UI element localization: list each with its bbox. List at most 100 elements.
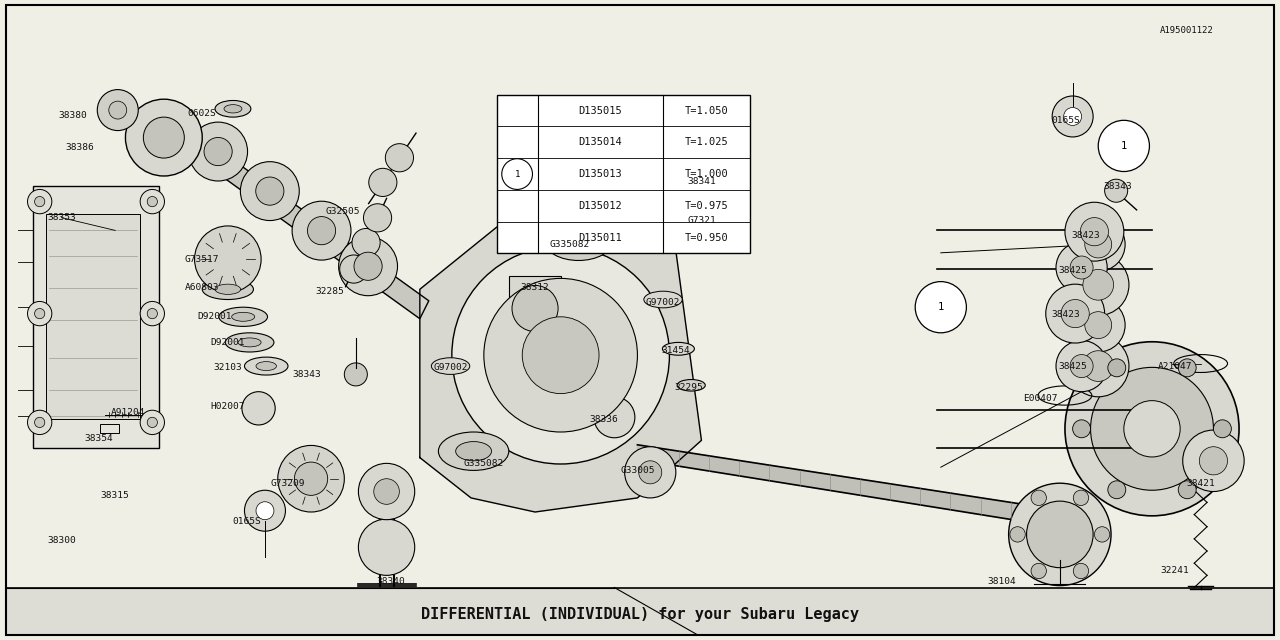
- Circle shape: [358, 519, 415, 575]
- Circle shape: [244, 490, 285, 531]
- Circle shape: [1178, 481, 1197, 499]
- Circle shape: [256, 177, 284, 205]
- Text: 38423: 38423: [1071, 231, 1100, 240]
- Ellipse shape: [456, 442, 492, 461]
- Ellipse shape: [677, 380, 705, 391]
- Text: D135012: D135012: [579, 201, 622, 211]
- Text: 32241: 32241: [1161, 566, 1189, 575]
- Circle shape: [369, 168, 397, 196]
- Circle shape: [278, 445, 344, 512]
- Text: T=0.975: T=0.975: [685, 201, 728, 211]
- Circle shape: [188, 122, 247, 181]
- Text: D135013: D135013: [579, 169, 622, 179]
- Circle shape: [97, 90, 138, 131]
- Text: G97002: G97002: [434, 364, 467, 372]
- Circle shape: [1061, 300, 1089, 328]
- Bar: [100, 424, 119, 433]
- Text: D92001: D92001: [211, 338, 244, 347]
- Text: G97002: G97002: [646, 298, 680, 307]
- Text: 38104: 38104: [988, 577, 1016, 586]
- Text: 38343: 38343: [293, 370, 321, 379]
- Ellipse shape: [215, 284, 241, 294]
- Circle shape: [143, 117, 184, 158]
- Text: 38354: 38354: [84, 434, 113, 443]
- Circle shape: [522, 317, 599, 394]
- Text: 32295: 32295: [675, 383, 703, 392]
- Text: T=1.000: T=1.000: [685, 169, 728, 179]
- Text: D135014: D135014: [579, 138, 622, 147]
- Text: H02007: H02007: [211, 402, 244, 411]
- Circle shape: [1056, 242, 1107, 293]
- Text: 1: 1: [1121, 141, 1126, 151]
- Circle shape: [292, 201, 351, 260]
- Text: T=0.950: T=0.950: [685, 232, 728, 243]
- Circle shape: [141, 189, 164, 214]
- Text: 38380: 38380: [59, 111, 87, 120]
- Circle shape: [1094, 527, 1110, 542]
- Circle shape: [512, 285, 558, 332]
- Circle shape: [1083, 269, 1114, 300]
- Text: G73517: G73517: [186, 255, 219, 264]
- Circle shape: [639, 461, 662, 484]
- Ellipse shape: [545, 223, 612, 260]
- Circle shape: [484, 278, 637, 432]
- Circle shape: [1065, 202, 1124, 261]
- Text: 38340: 38340: [376, 577, 404, 586]
- Ellipse shape: [438, 432, 509, 470]
- Circle shape: [339, 255, 367, 283]
- Circle shape: [358, 463, 415, 520]
- Ellipse shape: [232, 312, 255, 321]
- Circle shape: [1085, 312, 1112, 339]
- Circle shape: [1083, 351, 1114, 381]
- Text: DIFFERENTIAL (INDIVIDUAL) for your Subaru Legacy: DIFFERENTIAL (INDIVIDUAL) for your Subar…: [421, 607, 859, 622]
- Text: D135011: D135011: [579, 232, 622, 243]
- Ellipse shape: [562, 233, 595, 251]
- Text: 38312: 38312: [521, 284, 549, 292]
- Text: T=1.050: T=1.050: [685, 106, 728, 116]
- Circle shape: [339, 237, 398, 296]
- Circle shape: [147, 417, 157, 428]
- Text: 38421: 38421: [1187, 479, 1215, 488]
- Circle shape: [241, 162, 300, 221]
- Circle shape: [1073, 490, 1088, 506]
- Bar: [6, 588, 1274, 635]
- Circle shape: [1124, 401, 1180, 457]
- Text: 38425: 38425: [1059, 362, 1087, 371]
- Text: G33005: G33005: [621, 466, 654, 475]
- Circle shape: [364, 204, 392, 232]
- Ellipse shape: [225, 333, 274, 352]
- Circle shape: [1065, 342, 1239, 516]
- Text: G73209: G73209: [271, 479, 305, 488]
- Circle shape: [1199, 447, 1228, 475]
- Circle shape: [141, 301, 164, 326]
- Circle shape: [355, 252, 383, 280]
- Circle shape: [692, 169, 716, 192]
- Circle shape: [1010, 527, 1025, 542]
- Text: A21047: A21047: [1158, 362, 1192, 371]
- Circle shape: [147, 308, 157, 319]
- Circle shape: [35, 308, 45, 319]
- Circle shape: [28, 189, 52, 214]
- Circle shape: [1178, 359, 1197, 377]
- Circle shape: [1056, 340, 1107, 392]
- Circle shape: [307, 216, 335, 244]
- Text: G7321: G7321: [687, 216, 716, 225]
- Circle shape: [1073, 563, 1088, 579]
- Circle shape: [147, 196, 157, 207]
- Text: G335082: G335082: [549, 240, 590, 249]
- Text: D135015: D135015: [579, 106, 622, 116]
- Circle shape: [1080, 218, 1108, 246]
- Text: E00407: E00407: [1024, 394, 1057, 403]
- Circle shape: [452, 246, 669, 464]
- Circle shape: [35, 196, 45, 207]
- Text: A60803: A60803: [186, 284, 219, 292]
- Text: 32103: 32103: [214, 364, 242, 372]
- Text: 38353: 38353: [47, 213, 76, 222]
- Circle shape: [1068, 254, 1129, 316]
- Circle shape: [1105, 179, 1128, 202]
- Circle shape: [1009, 483, 1111, 586]
- Ellipse shape: [238, 338, 261, 347]
- Circle shape: [1091, 367, 1213, 490]
- Circle shape: [1027, 501, 1093, 568]
- Text: 1: 1: [938, 302, 943, 312]
